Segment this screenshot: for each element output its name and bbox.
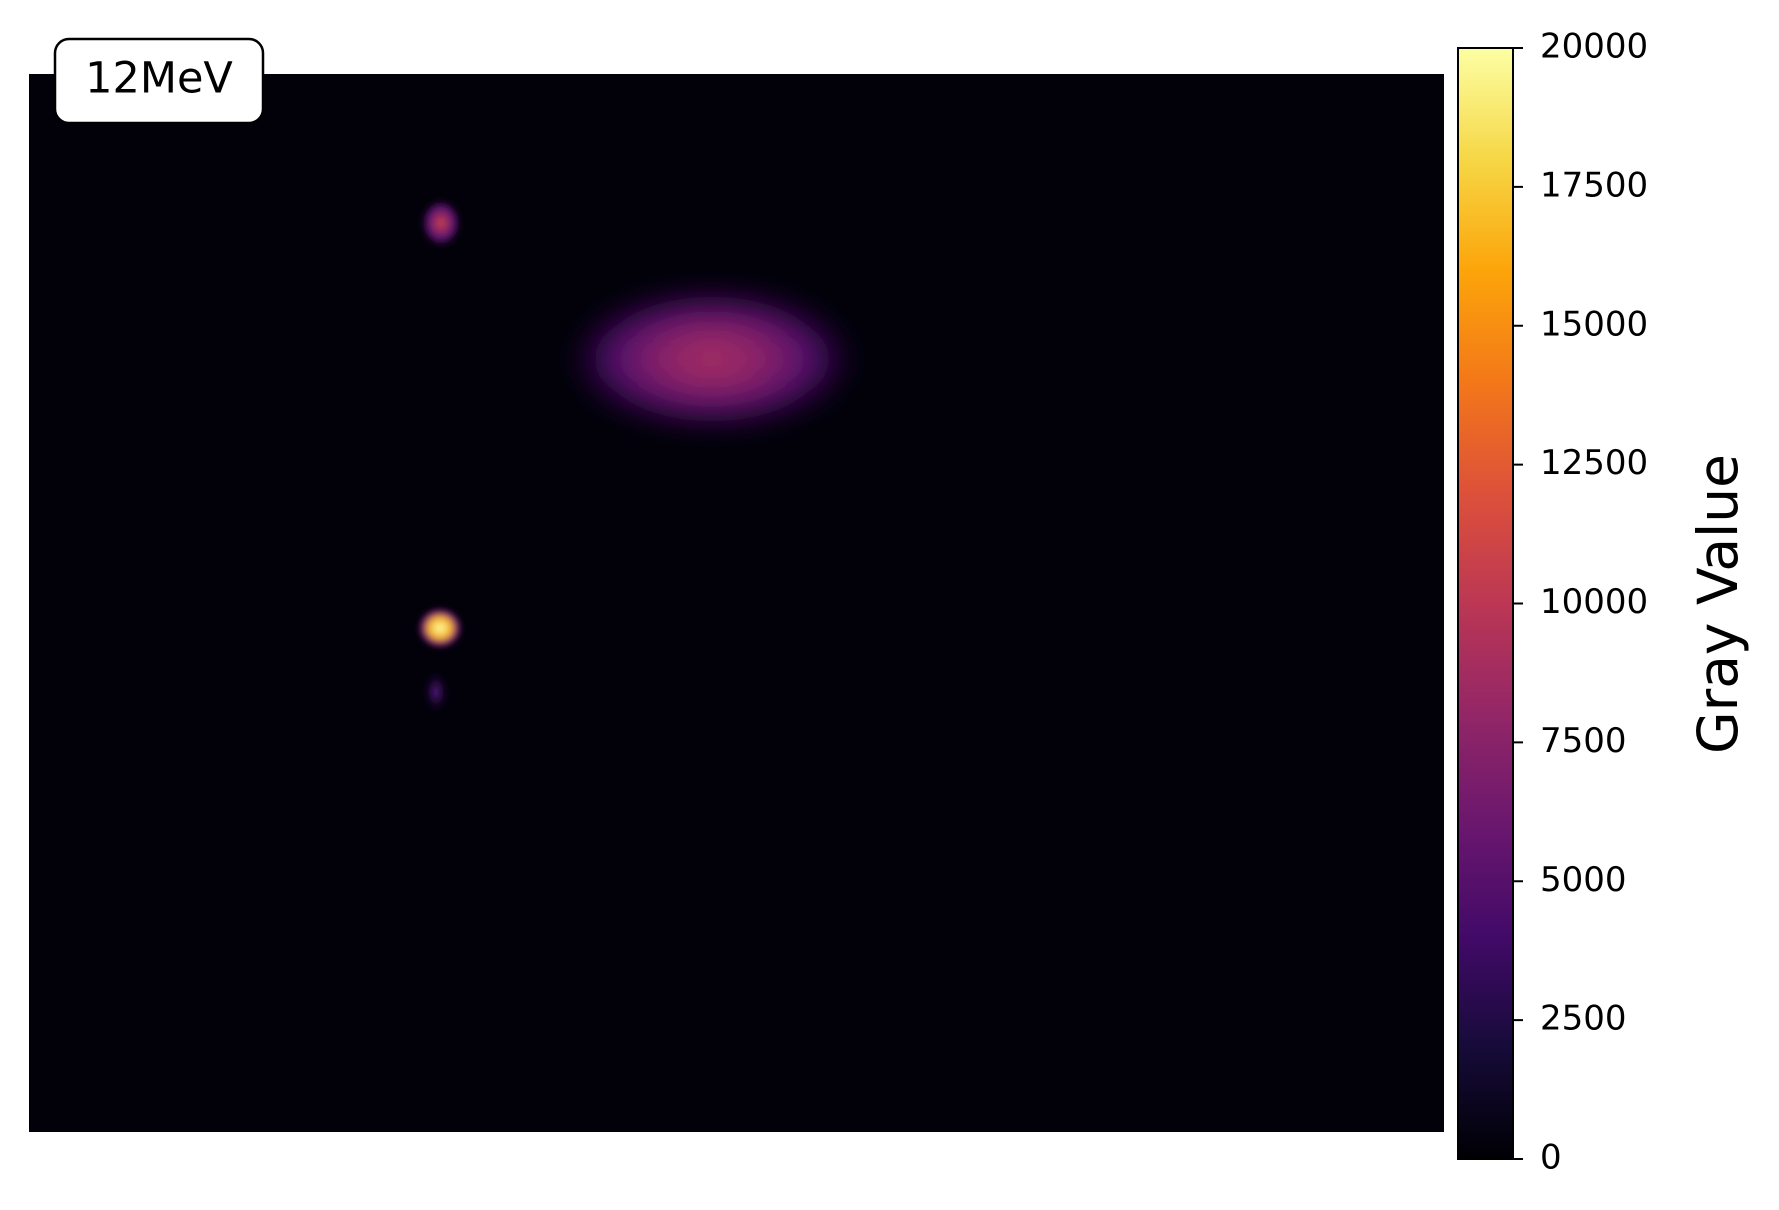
colorbar-tick-label: 7500 bbox=[1540, 721, 1627, 761]
annotation-frame bbox=[53, 37, 265, 125]
colorbar-tick-label: 20000 bbox=[1540, 27, 1648, 67]
colorbar-tick-label: 2500 bbox=[1540, 999, 1627, 1039]
colorbar-tick-label: 12500 bbox=[1540, 443, 1648, 483]
beam-spot bbox=[562, 285, 862, 433]
colorbar-tick-label: 0 bbox=[1540, 1138, 1562, 1178]
colorbar bbox=[1457, 47, 1514, 1160]
image bbox=[29, 74, 1444, 1132]
marker-spot bbox=[416, 606, 464, 650]
colorbar-tick-label: 17500 bbox=[1540, 165, 1648, 205]
image-background bbox=[29, 74, 1444, 1132]
colorbar-tick-label: 5000 bbox=[1540, 860, 1627, 900]
colorbar-tick-label: 15000 bbox=[1540, 304, 1648, 344]
marker-spot bbox=[422, 668, 450, 716]
marker-spot bbox=[419, 197, 463, 249]
annotation: 12MeV bbox=[85, 54, 233, 104]
colorbar-label: Gray Value bbox=[1686, 454, 1750, 754]
colorbar-tick-label: 10000 bbox=[1540, 582, 1648, 622]
annotation-box: 12MeV bbox=[53, 37, 265, 125]
